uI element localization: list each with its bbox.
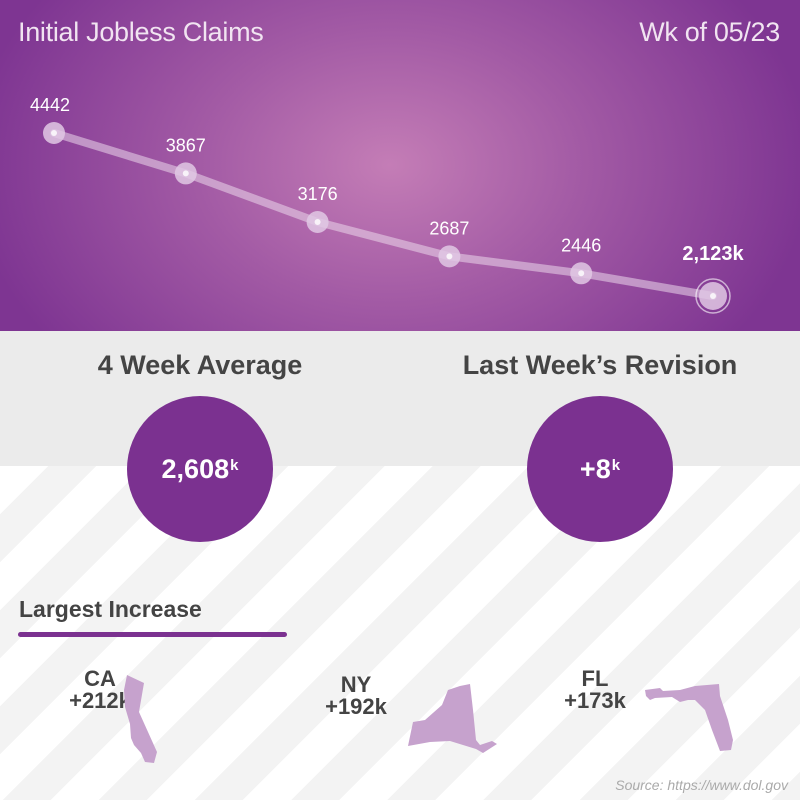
week-label: Wk of 05/23 bbox=[639, 17, 780, 47]
data-label: 3867 bbox=[166, 135, 206, 155]
revision-value: +8 bbox=[579, 453, 611, 484]
data-point-center bbox=[578, 270, 585, 277]
data-point-center bbox=[710, 293, 716, 299]
highlight-ring bbox=[695, 278, 731, 314]
data-point-center bbox=[51, 130, 57, 136]
data-point-center bbox=[446, 253, 453, 260]
series-line bbox=[50, 129, 717, 300]
state-code: NY bbox=[340, 672, 372, 697]
revision-circle: +8 k bbox=[527, 396, 673, 542]
largest-increase-title: Largest Increase bbox=[19, 596, 202, 622]
avg-value: 2,608 bbox=[161, 453, 230, 484]
avg-unit: k bbox=[230, 456, 239, 474]
state-fl: FL +173k bbox=[545, 668, 645, 712]
revision-unit: k bbox=[611, 456, 621, 474]
title-underline bbox=[18, 632, 287, 637]
data-label: 4442 bbox=[30, 95, 70, 115]
chart-title: Initial Jobless Claims bbox=[18, 17, 264, 47]
state-code: CA bbox=[84, 666, 116, 691]
state-value: +173k bbox=[564, 688, 626, 713]
avg-title: 4 Week Average bbox=[97, 350, 303, 380]
state-code: FL bbox=[581, 666, 609, 691]
data-label: 2,123k bbox=[682, 243, 744, 265]
data-point-center bbox=[314, 218, 321, 225]
state-value: +212k bbox=[69, 688, 131, 713]
data-label: 2446 bbox=[561, 235, 601, 255]
chart-panel bbox=[0, 0, 800, 331]
data-point-center bbox=[182, 170, 189, 177]
source-note: Source: https://www.dol.gov bbox=[615, 777, 788, 793]
data-label: 2687 bbox=[429, 218, 469, 238]
line-chart: 4442 3867 3176 2687 2446 2,123k bbox=[30, 95, 744, 314]
revision-title: Last Week’s Revision bbox=[462, 350, 738, 380]
data-label: 3176 bbox=[298, 184, 338, 204]
state-ny: NY +192k bbox=[306, 674, 406, 718]
state-value: +192k bbox=[325, 694, 387, 719]
avg-circle: 2,608 k bbox=[127, 396, 273, 542]
state-ca: CA +212k bbox=[50, 668, 150, 712]
